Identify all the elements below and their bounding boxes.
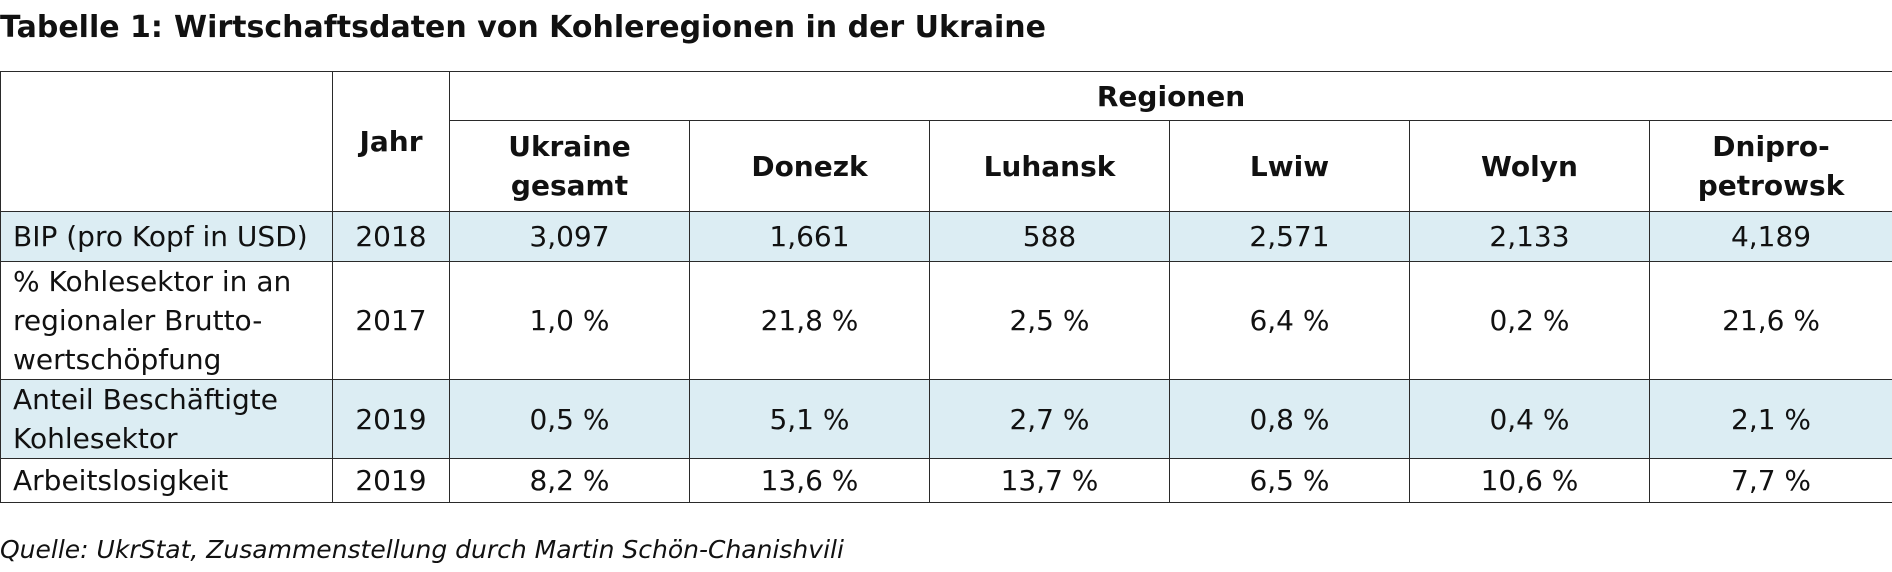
header-empty-cell xyxy=(0,71,333,212)
header-region-line: Lwiw xyxy=(1249,149,1330,183)
table-cell: 5,1 % xyxy=(689,379,930,459)
table-cell: 21,6 % xyxy=(1648,261,1892,380)
table-cell: 7,7 % xyxy=(1648,458,1892,503)
header-year: Jahr xyxy=(332,71,450,212)
row-label-line: Arbeitslosigkeit xyxy=(13,464,229,497)
header-region: Wolyn xyxy=(1409,120,1650,212)
economic-data-table: Jahr Regionen Ukraine gesamt Donezk Luhansk… xyxy=(0,71,1892,503)
header-region: Dnipro-petrowsk xyxy=(1648,120,1892,212)
header-region-line: gesamt xyxy=(510,169,629,202)
table-cell: 8,2 % xyxy=(449,458,690,503)
row-label-line: regionaler Brutto- xyxy=(13,304,263,337)
table-cell: 21,8 % xyxy=(689,261,930,380)
table-cell: 0,8 % xyxy=(1169,379,1410,459)
header-row-group: Jahr Regionen xyxy=(0,71,1892,212)
table-row: Arbeitslosigkeit 2019 8,2 % 13,6 % 13,7 % 6,5… xyxy=(0,458,1892,503)
table-cell: 2,7 % xyxy=(929,379,1170,459)
header-region: Lwiw xyxy=(1169,120,1410,212)
header-region-line: Luhansk xyxy=(983,149,1116,183)
row-label: Anteil Beschäftigte Kohlesektor xyxy=(0,379,333,459)
header-region-line: Dnipro- xyxy=(1712,130,1830,163)
row-year: 2019 xyxy=(332,379,450,459)
table-title-text: Wirtschaftsdaten von Kohleregionen in de… xyxy=(174,10,1046,45)
header-region-line: Donezk xyxy=(751,149,868,183)
row-label: Arbeitslosigkeit xyxy=(0,458,333,503)
row-year: 2017 xyxy=(332,261,450,380)
table-row: % Kohlesektor in an regionaler Brutto-wer… xyxy=(0,261,1892,380)
row-label-line: Kohlesektor xyxy=(13,422,178,455)
row-label-line: % Kohlesektor in an xyxy=(13,265,292,298)
table-cell: 6,4 % xyxy=(1169,261,1410,380)
table-title: Tabelle 1: Wirtschaftsdaten von Kohleregi… xyxy=(0,8,1046,48)
row-label-line: BIP (pro Kopf in USD) xyxy=(13,220,308,253)
header-region-line: Ukraine xyxy=(508,130,631,163)
row-label-line: Anteil Beschäftigte xyxy=(13,383,278,416)
table-cell: 0,5 % xyxy=(449,379,690,459)
table-cell: 0,4 % xyxy=(1409,379,1650,459)
header-region: Donezk xyxy=(689,120,930,212)
source-note: Quelle: UkrStat, Zusammenstellung durch … xyxy=(0,535,844,564)
table-cell: 2,133 xyxy=(1409,211,1650,262)
table-cell: 2,571 xyxy=(1169,211,1410,262)
table-cell: 588 xyxy=(929,211,1170,262)
table-cell: 2,1 % xyxy=(1648,379,1892,459)
table-row: BIP (pro Kopf in USD) 2018 3,097 1,661 588 2,… xyxy=(0,211,1892,262)
table-cell: 2,5 % xyxy=(929,261,1170,380)
header-row-regions: Ukraine gesamt Donezk Luhansk Lwiw Wolyn Dnipr… xyxy=(1,120,1892,212)
table-cell: 10,6 % xyxy=(1409,458,1650,503)
header-region-line: petrowsk xyxy=(1697,169,1845,202)
table-cell: 1,661 xyxy=(689,211,930,262)
table-cell: 1,0 % xyxy=(449,261,690,380)
row-year: 2019 xyxy=(332,458,450,503)
table-cell: 4,189 xyxy=(1648,211,1892,262)
table-cell: 13,6 % xyxy=(689,458,930,503)
table-header: Jahr Regionen Ukraine gesamt Donezk Luhansk… xyxy=(0,71,1892,212)
header-region: Luhansk xyxy=(929,120,1170,212)
table-cell: 6,5 % xyxy=(1169,458,1410,503)
header-regions-group: Regionen xyxy=(448,71,1892,121)
table-body: BIP (pro Kopf in USD) 2018 3,097 1,661 588 2,… xyxy=(0,211,1892,503)
table-cell: 3,097 xyxy=(449,211,690,262)
table-cell: 0,2 % xyxy=(1409,261,1650,380)
table-cell: 13,7 % xyxy=(929,458,1170,503)
table-number: Tabelle 1: xyxy=(0,10,163,45)
row-label: BIP (pro Kopf in USD) xyxy=(0,211,333,262)
table-row: Anteil Beschäftigte Kohlesektor 2019 0,5 % 5… xyxy=(0,379,1892,459)
header-region: Ukraine gesamt xyxy=(449,120,690,212)
header-region-line: Wolyn xyxy=(1481,149,1578,183)
row-label-line: wertschöpfung xyxy=(13,343,222,376)
row-label: % Kohlesektor in an regionaler Brutto-wer… xyxy=(0,261,333,380)
row-year: 2018 xyxy=(332,211,450,262)
